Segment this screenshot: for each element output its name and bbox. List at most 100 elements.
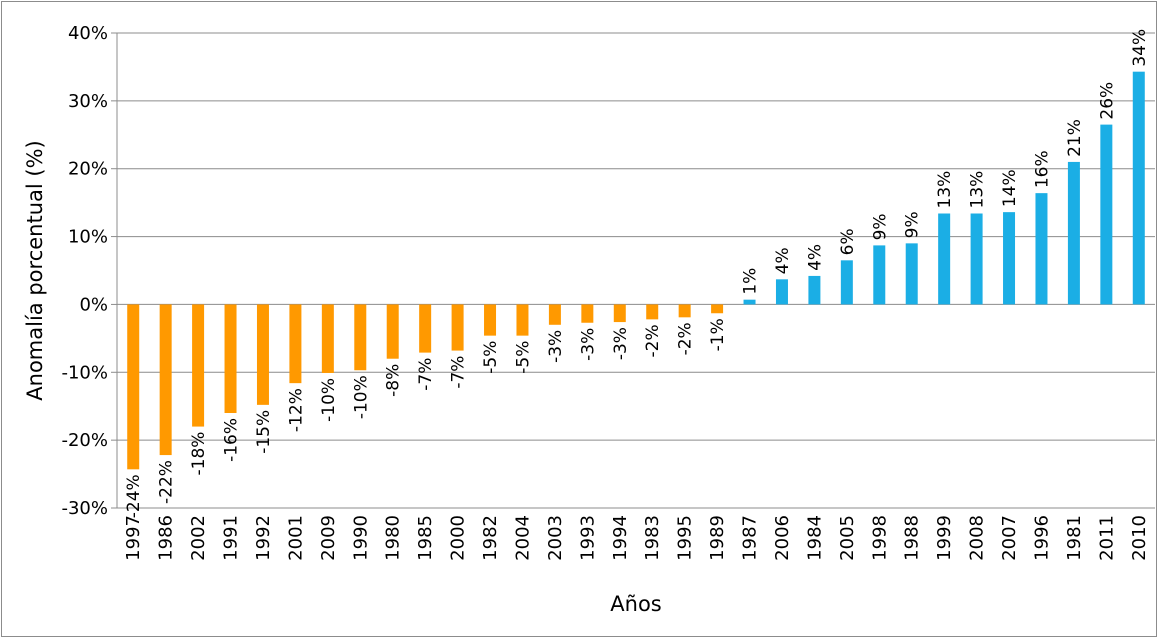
bar-2001 (289, 304, 302, 384)
data-label-1996: 16% (1032, 150, 1052, 188)
y-tick-label: -30% (61, 498, 108, 519)
x-tick-label: 1984 (804, 515, 825, 561)
data-labels: -24% -22% -18% -16% -15% -12% -10% -10% -8% -7% -7… (124, 29, 1150, 518)
x-tick-label: 1991 (221, 515, 242, 561)
bar-1998 (873, 245, 886, 305)
bar-1992 (256, 304, 269, 405)
x-tick-label: 1997 (123, 515, 144, 561)
bar-1989 (711, 304, 724, 314)
x-tick-label: 1983 (642, 515, 663, 561)
bar-2004 (516, 304, 529, 336)
y-axis-tick-labels: 40% 30% 20% 10% 0% -10% -20% -30% (61, 23, 108, 519)
data-label-2003: -3% (546, 330, 566, 363)
x-tick-label: 1988 (902, 515, 923, 561)
y-tick-label: 10% (68, 227, 108, 248)
data-label-1987: 1% (741, 268, 761, 295)
bar-2003 (548, 304, 561, 325)
bar-2007 (1003, 212, 1016, 305)
data-label-1992: -15% (254, 410, 274, 454)
data-label-2001: -12% (286, 388, 306, 432)
data-label-1981: 21% (1065, 119, 1085, 157)
bar-2006 (775, 279, 788, 305)
x-axis-tick-labels: 1997 1986 2002 1991 1992 2001 2009 1990 1980 1985… (123, 515, 1150, 561)
x-tick-label: 1995 (675, 515, 696, 561)
x-tick-label: 2009 (318, 515, 339, 561)
data-label-1999: 13% (935, 171, 955, 209)
data-label-1994: -3% (611, 327, 631, 360)
bar-1987 (743, 299, 756, 305)
data-label-1988: 9% (903, 211, 923, 238)
bar-1999 (938, 213, 951, 305)
bar-2009 (321, 304, 334, 373)
y-tick-label: 20% (68, 159, 108, 180)
y-tick-label: -10% (61, 362, 108, 383)
y-tick-label: -20% (61, 430, 108, 451)
data-label-1989: -1% (708, 318, 728, 351)
x-tick-label: 1992 (253, 515, 274, 561)
data-label-2006: 4% (773, 247, 793, 274)
bar-1997 (127, 304, 140, 470)
data-label-2009: -10% (319, 378, 339, 422)
bar-1994 (613, 304, 626, 323)
data-label-1997: -24% (124, 474, 144, 518)
data-label-1990: -10% (351, 375, 371, 419)
data-label-1993: -3% (578, 328, 598, 361)
bar-2010 (1132, 71, 1145, 305)
x-tick-label: 1986 (156, 515, 177, 561)
x-tick-label: 1982 (480, 515, 501, 561)
data-label-1985: -7% (416, 358, 436, 391)
bar-1981 (1067, 161, 1080, 305)
x-tick-label: 2008 (967, 515, 988, 561)
data-label-2010: 34% (1130, 29, 1150, 67)
data-label-2007: 14% (1000, 169, 1020, 207)
bar-2002 (192, 304, 205, 427)
bar-1986 (159, 304, 172, 456)
x-axis-title: Años (610, 592, 661, 616)
bar-1980 (386, 304, 399, 359)
y-axis-title: Anomalía porcentual (%) (23, 140, 47, 400)
data-label-2005: 6% (838, 228, 858, 255)
data-label-2008: 13% (968, 171, 988, 209)
bar-1988 (905, 243, 918, 305)
x-tick-label: 2006 (772, 515, 793, 561)
bar-1982 (484, 304, 497, 336)
bar-1993 (581, 304, 594, 323)
bar-2011 (1100, 124, 1113, 305)
data-label-2011: 26% (1097, 82, 1117, 120)
bar-1990 (354, 304, 367, 371)
data-label-1986: -22% (157, 460, 177, 504)
data-label-1983: -2% (643, 324, 663, 357)
data-label-2002: -18% (189, 432, 209, 476)
x-tick-label: 1990 (350, 515, 371, 561)
bar-1995 (678, 304, 691, 318)
x-tick-label: 2003 (545, 515, 566, 561)
bar-2005 (840, 260, 853, 305)
bar-1991 (224, 304, 237, 413)
x-tick-label: 2004 (512, 515, 533, 561)
x-tick-label: 1998 (869, 515, 890, 561)
y-tick-label: 30% (68, 91, 108, 112)
y-tick-label: 0% (79, 294, 108, 315)
x-tick-label: 2000 (448, 515, 469, 561)
x-tick-label: 1994 (610, 515, 631, 561)
y-tick-label: 40% (68, 23, 108, 44)
data-label-1998: 9% (870, 213, 890, 240)
x-tick-label: 2001 (285, 515, 306, 561)
data-label-1984: 4% (805, 244, 825, 271)
bar-2000 (451, 304, 464, 351)
data-label-1980: -8% (384, 364, 404, 397)
x-tick-label: 1981 (1064, 515, 1085, 561)
x-tick-label: 1987 (740, 515, 761, 561)
x-tick-label: 2010 (1129, 515, 1150, 561)
data-label-1982: -5% (481, 341, 501, 374)
x-tick-label: 1985 (415, 515, 436, 561)
x-tick-label: 2011 (1096, 515, 1117, 561)
x-tick-label: 1999 (934, 515, 955, 561)
data-label-2000: -7% (449, 356, 469, 389)
x-tick-label: 1996 (1031, 515, 1052, 561)
x-tick-label: 1989 (707, 515, 728, 561)
bar-1996 (1035, 193, 1048, 305)
x-tick-label: 1993 (577, 515, 598, 561)
x-tick-label: 2005 (837, 515, 858, 561)
